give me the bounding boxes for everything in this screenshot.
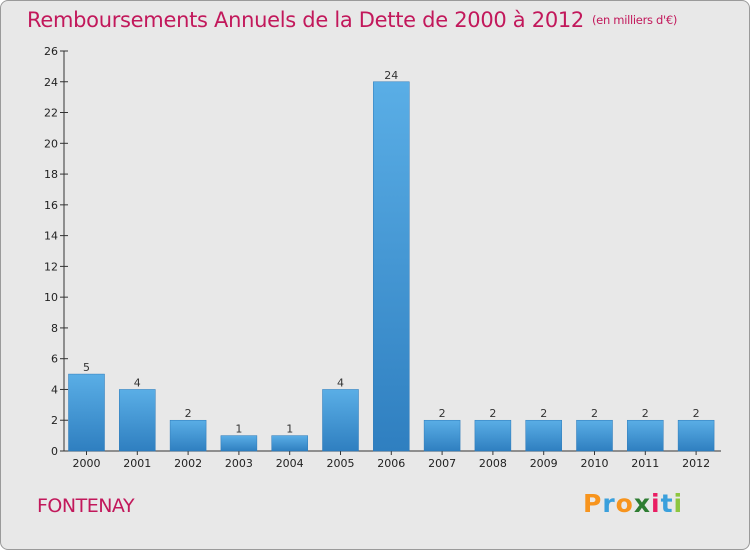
bar-value-label: 2 (540, 407, 547, 420)
bar (271, 435, 308, 452)
x-tick-label: 2002 (174, 457, 202, 470)
bar (220, 435, 258, 452)
y-tick-label: 10 (44, 291, 58, 304)
y-tick-label: 6 (51, 353, 58, 366)
y-tick-label: 8 (51, 322, 58, 335)
y-tick-label: 12 (44, 260, 58, 273)
bar-value-label: 2 (185, 407, 192, 420)
x-tick-label: 2005 (327, 457, 355, 470)
x-tick-label: 2009 (530, 457, 558, 470)
bar-value-label: 1 (286, 423, 293, 436)
x-tick-label: 2003 (225, 457, 253, 470)
bar-value-label: 1 (235, 423, 242, 436)
bar-value-label: 5 (83, 361, 90, 374)
bar (119, 389, 156, 452)
proxiti-logo: Proxiti (583, 489, 684, 518)
x-tick-label: 2008 (479, 457, 507, 470)
y-tick-label: 18 (44, 168, 58, 181)
x-tick-label: 2006 (377, 457, 405, 470)
bar-value-label: 2 (642, 407, 649, 420)
y-tick-label: 4 (51, 383, 58, 396)
bar-value-label: 24 (384, 69, 398, 82)
city-name: FONTENAY (37, 495, 135, 517)
bars: 5 4 2 1 1 4 24 2 2 2 2 2 2 (68, 69, 715, 452)
x-tick-label: 2000 (73, 457, 101, 470)
x-tick-label: 2007 (428, 457, 456, 470)
bar (373, 81, 410, 452)
y-tick-label: 24 (44, 76, 58, 89)
x-tick-label: 2001 (123, 457, 151, 470)
y-tick-label: 2 (51, 414, 58, 427)
bar-value-label: 2 (693, 407, 700, 420)
y-tick-label: 26 (44, 45, 58, 58)
x-tick-label: 2011 (631, 457, 659, 470)
bar-value-label: 2 (489, 407, 496, 420)
bar (423, 419, 461, 452)
chart-subtitle: (en milliers d'€) (592, 13, 678, 27)
x-tick-label: 2012 (682, 457, 710, 470)
bar-value-label: 2 (591, 407, 598, 420)
chart-title-text: Remboursements Annuels de la Dette de 20… (27, 8, 584, 32)
y-tick-label: 16 (44, 199, 58, 212)
bar-value-label: 4 (134, 376, 141, 389)
bar (677, 419, 715, 452)
bar (627, 419, 664, 452)
bar (169, 419, 207, 452)
bar (576, 419, 613, 452)
chart-title: Remboursements Annuels de la Dette de 20… (27, 8, 677, 32)
x-tick-label: 2004 (276, 457, 304, 470)
y-tick-label: 0 (51, 445, 58, 458)
bar-value-label: 2 (439, 407, 446, 420)
bar-value-label: 4 (337, 376, 344, 389)
y-tick-label: 20 (44, 137, 58, 150)
bar (525, 419, 562, 452)
y-tick-label: 14 (44, 230, 58, 243)
bar (474, 419, 512, 452)
bar (322, 389, 359, 452)
x-tick-label: 2010 (581, 457, 609, 470)
bar (68, 373, 105, 452)
y-tick-label: 22 (44, 107, 58, 120)
